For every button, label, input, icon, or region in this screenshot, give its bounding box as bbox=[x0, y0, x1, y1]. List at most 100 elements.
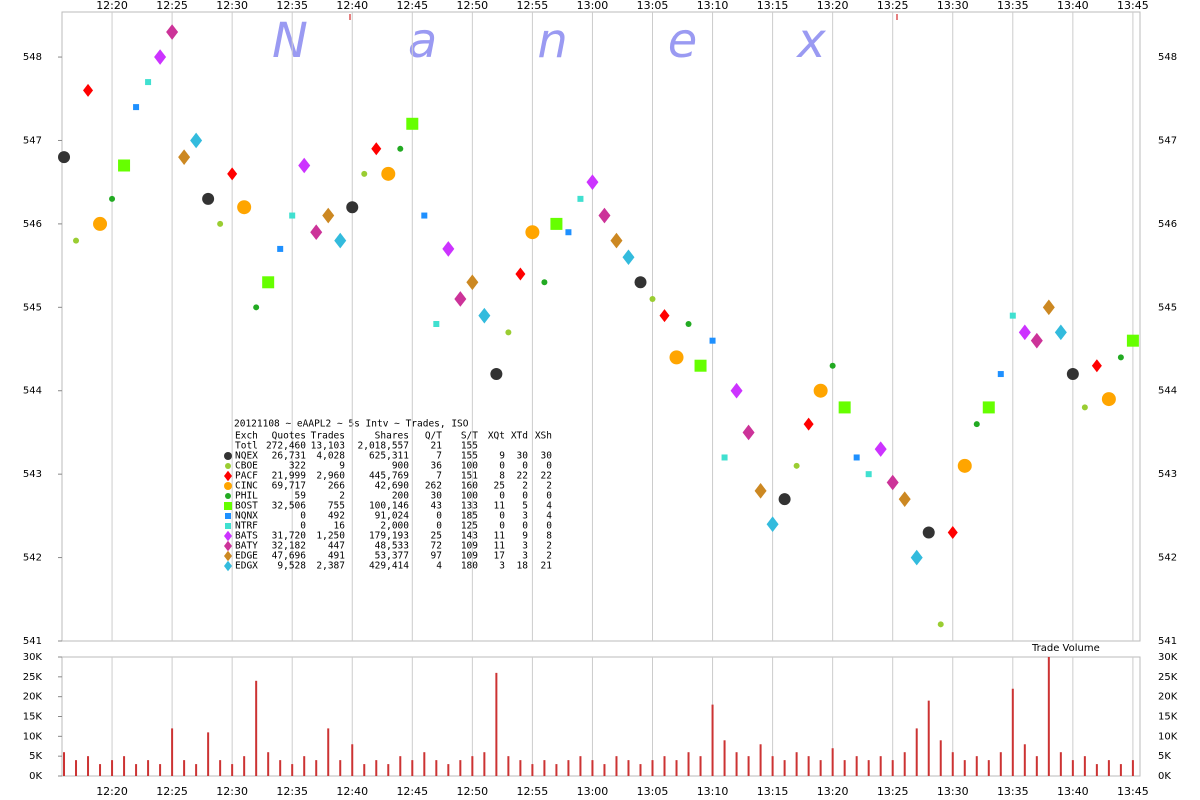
price-point bbox=[421, 212, 428, 219]
price-point bbox=[237, 200, 252, 215]
price-point bbox=[898, 491, 911, 507]
volume-bar bbox=[879, 756, 882, 776]
y-tick-label: 547 bbox=[23, 135, 42, 146]
price-point bbox=[371, 142, 382, 156]
legend-row: 185 bbox=[461, 511, 478, 522]
volume-bar bbox=[219, 760, 222, 776]
y-tick-label: 5K bbox=[29, 751, 42, 762]
price-point bbox=[982, 401, 995, 414]
legend-marker bbox=[224, 550, 232, 562]
price-point bbox=[838, 401, 851, 414]
price-point bbox=[586, 174, 599, 190]
legend-row: 100 bbox=[461, 491, 478, 502]
y-tick-label: 546 bbox=[23, 219, 42, 230]
legend-row: 4 bbox=[436, 561, 442, 572]
volume-bar bbox=[459, 760, 462, 776]
x-tick-label: 13:35 bbox=[997, 0, 1029, 12]
legend-row: 625,311 bbox=[369, 451, 409, 462]
legend-row: 9 bbox=[522, 531, 528, 542]
y-tick-label: 10K bbox=[1158, 731, 1178, 742]
volume-bar bbox=[603, 764, 606, 776]
volume-bar bbox=[99, 764, 102, 776]
legend-row: 1,250 bbox=[316, 531, 345, 542]
volume-bar bbox=[87, 756, 90, 776]
y-tick-label: 541 bbox=[23, 636, 42, 647]
volume-bar bbox=[807, 756, 810, 776]
volume-bar bbox=[783, 760, 786, 776]
price-point bbox=[217, 220, 224, 227]
volume-bar bbox=[975, 756, 978, 776]
price-point bbox=[1018, 324, 1031, 341]
table-total: 13,103 bbox=[311, 441, 345, 452]
price-point bbox=[58, 151, 71, 164]
volume-bar bbox=[843, 760, 846, 776]
legend-row: 48,533 bbox=[375, 541, 409, 552]
legend-row: 0 bbox=[546, 491, 552, 502]
x-tick-label: 13:45 bbox=[1117, 0, 1149, 12]
legend-row: 31,720 bbox=[272, 531, 307, 542]
price-point bbox=[1030, 332, 1043, 349]
legend-row: CINC bbox=[235, 481, 258, 492]
price-point bbox=[118, 159, 131, 172]
price-point bbox=[1091, 359, 1102, 373]
price-point bbox=[565, 229, 572, 236]
legend-row: 491 bbox=[328, 551, 345, 562]
legend-row: BOST bbox=[235, 501, 258, 512]
legend-row: 0 bbox=[300, 521, 306, 532]
price-point bbox=[649, 295, 656, 302]
y-tick-label: 0K bbox=[1158, 771, 1171, 782]
legend-row: 0 bbox=[499, 521, 505, 532]
volume-bar bbox=[831, 748, 834, 776]
volume-bar bbox=[699, 756, 702, 776]
y-tick-label: 25K bbox=[1158, 672, 1178, 683]
table-header: Shares bbox=[375, 431, 409, 442]
price-point bbox=[397, 145, 404, 152]
price-point bbox=[694, 359, 707, 372]
volume-bar bbox=[1059, 752, 1062, 776]
volume-bar bbox=[351, 744, 354, 776]
price-point bbox=[874, 441, 887, 457]
price-point bbox=[322, 207, 335, 224]
legend-row: 72 bbox=[431, 541, 442, 552]
legend-marker bbox=[225, 463, 231, 469]
volume-bar bbox=[471, 756, 474, 776]
legend-row: 43 bbox=[431, 501, 442, 512]
y-tick-label: 10K bbox=[23, 731, 43, 742]
legend-marker bbox=[225, 493, 231, 499]
volume-bar bbox=[675, 760, 678, 776]
legend-marker bbox=[224, 470, 232, 482]
volume-bar bbox=[651, 760, 654, 776]
price-point bbox=[922, 526, 935, 539]
volume-bar bbox=[255, 680, 258, 776]
x-tick-label: 13:20 bbox=[817, 0, 849, 12]
volume-bar bbox=[747, 756, 750, 776]
volume-bar bbox=[1011, 688, 1014, 776]
volume-bar bbox=[615, 756, 618, 776]
legend-row: 9,528 bbox=[277, 561, 306, 572]
volume-bar bbox=[1107, 760, 1110, 776]
volume-bar bbox=[327, 728, 330, 776]
legend-row: 755 bbox=[328, 501, 345, 512]
price-point bbox=[766, 516, 779, 533]
price-point bbox=[709, 337, 716, 344]
price-point bbox=[109, 195, 116, 202]
x-tick-label: 13:10 bbox=[697, 785, 729, 798]
volume-bar bbox=[1095, 764, 1098, 776]
legend-row: BATY bbox=[235, 541, 258, 552]
x-tick-label: 13:00 bbox=[577, 0, 609, 12]
price-point bbox=[262, 276, 275, 289]
y-tick-label: 5K bbox=[1158, 751, 1171, 762]
x-tick-label: 13:40 bbox=[1057, 0, 1089, 12]
legend-row: 3 bbox=[522, 551, 528, 562]
legend-row: 9 bbox=[339, 461, 345, 472]
price-point bbox=[83, 83, 94, 97]
legend-row: CBOE bbox=[235, 461, 258, 472]
price-point bbox=[346, 201, 359, 214]
legend-row: 143 bbox=[461, 531, 478, 542]
price-point bbox=[381, 166, 396, 181]
price-point bbox=[754, 483, 767, 499]
volume-bar bbox=[1023, 744, 1026, 776]
volume-bar bbox=[723, 740, 726, 776]
y-tick-label: 547 bbox=[1158, 135, 1177, 146]
legend-row: 7 bbox=[436, 451, 442, 462]
